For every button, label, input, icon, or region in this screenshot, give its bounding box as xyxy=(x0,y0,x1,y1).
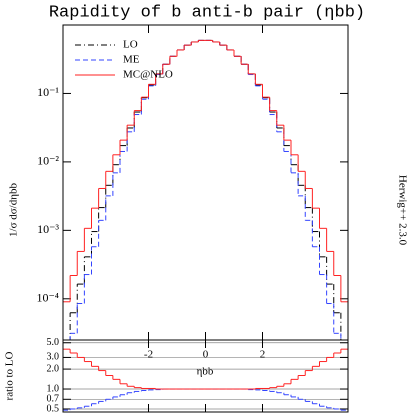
legend-label: LO xyxy=(123,39,138,51)
y-tick-label: 10⁻³ xyxy=(37,222,59,236)
legend-label: MC@NLO xyxy=(123,69,173,81)
step-riser xyxy=(69,40,342,340)
y-axis-label: 1/σ dσ/dηbb xyxy=(8,183,20,237)
y-tick-label: 1.0 xyxy=(47,383,60,394)
y-tick-label: 10⁻² xyxy=(37,154,59,168)
y-tick-label: 5.0 xyxy=(47,337,60,348)
step-riser xyxy=(69,40,342,302)
y-tick-label: 2.0 xyxy=(47,363,60,374)
y-tick-label: 10⁻⁴ xyxy=(36,291,59,305)
x-tick-label: 2 xyxy=(260,349,266,361)
x-axis-label: ηbb xyxy=(197,366,214,378)
y-axis-label: ratio to LO xyxy=(4,352,16,401)
x-tick-label: -2 xyxy=(144,349,153,361)
plot-area xyxy=(63,348,348,411)
y-tick-label: 0.7 xyxy=(47,394,60,405)
plot-area xyxy=(63,39,348,340)
step-riser xyxy=(69,349,342,390)
y-tick-label: 10⁻¹ xyxy=(37,85,59,99)
y-tick-label: 0.5 xyxy=(47,403,60,414)
x-tick-label: 0 xyxy=(203,349,209,361)
chart-title: Rapidity of b anti-b pair (ηbb) xyxy=(49,3,365,22)
step-riser xyxy=(69,40,342,340)
annotation: Herwig++ 2.3.0 xyxy=(396,175,408,246)
legend-label: ME xyxy=(123,54,140,66)
plot-frame xyxy=(62,339,349,413)
y-tick-label: 3.0 xyxy=(47,352,60,363)
